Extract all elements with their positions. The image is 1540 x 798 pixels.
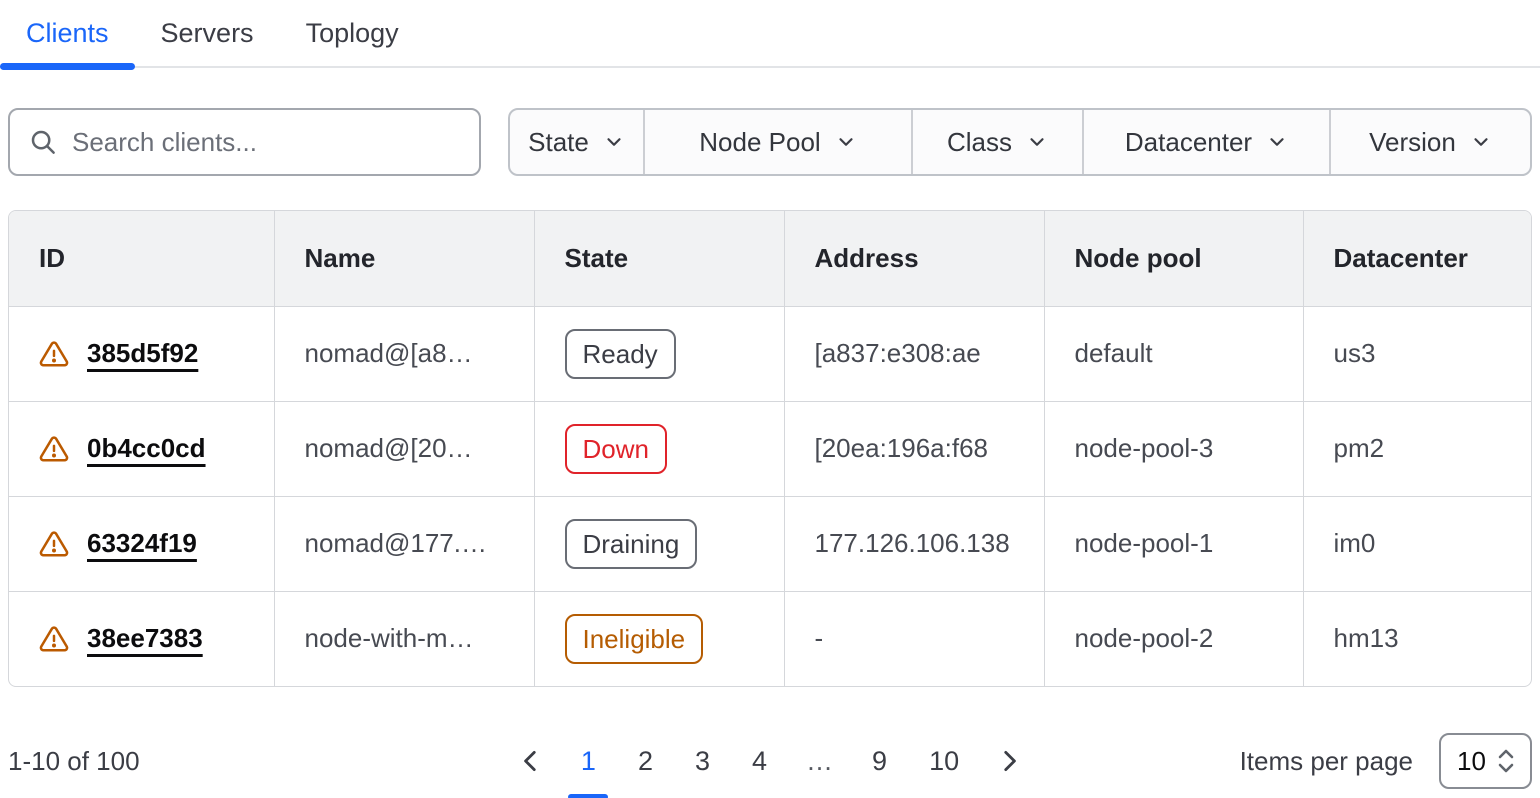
client-node-pool: node-pool-3	[1044, 401, 1304, 496]
state-badge: Down	[564, 423, 667, 474]
client-node-pool: node-pool-1	[1044, 496, 1304, 591]
client-address: 177.126.106.138	[784, 496, 1045, 591]
column-header-id: ID	[9, 211, 275, 307]
tab-clients[interactable]: Clients	[0, 0, 135, 70]
client-name: nomad@[20…	[274, 401, 535, 496]
table-row[interactable]: 38ee7383 node-with-m… Ineligible - node-…	[9, 591, 1531, 686]
items-per-page-label: Items per page	[1239, 745, 1414, 776]
client-id-link[interactable]: 63324f19	[87, 528, 197, 558]
page-button-10[interactable]: 10	[912, 737, 976, 785]
filter-version-label: Version	[1369, 126, 1456, 157]
column-header-address: Address	[784, 211, 1045, 307]
chevron-down-icon	[1474, 138, 1488, 146]
filter-state-label: State	[528, 126, 589, 157]
chevron-down-icon	[839, 138, 853, 146]
state-badge: Ready	[564, 328, 676, 379]
client-address: [20ea:196a:f68	[784, 401, 1045, 496]
items-per-page-value: 10	[1457, 745, 1486, 776]
client-id-link[interactable]: 38ee7383	[87, 623, 203, 654]
alert-triangle-icon	[39, 340, 69, 366]
chevron-down-icon	[1030, 138, 1044, 146]
filter-node-pool-label: Node Pool	[699, 126, 821, 157]
results-range-text: 1-10 of 100	[8, 745, 140, 776]
filter-node-pool-dropdown[interactable]: Node Pool	[645, 110, 913, 174]
column-header-node-pool: Node pool	[1044, 211, 1304, 307]
filter-datacenter-dropdown[interactable]: Datacenter	[1084, 110, 1331, 174]
pagination-bar: 1-10 of 100 1 2 3 4 … 9 10 Items per pag…	[8, 731, 1533, 791]
filter-version-dropdown[interactable]: Version	[1331, 110, 1530, 174]
page-button-1[interactable]: 1	[564, 737, 613, 785]
client-node-pool: default	[1044, 306, 1304, 401]
items-per-page-select[interactable]: 10	[1439, 733, 1533, 789]
state-badge: Ineligible	[564, 613, 704, 664]
filter-group: State Node Pool Class Datacenter Version	[508, 108, 1532, 176]
client-node-pool: node-pool-2	[1044, 591, 1304, 686]
table-row[interactable]: 385d5f92 nomad@[a8… Ready [a837:e308:ae …	[9, 306, 1531, 401]
filter-class-label: Class	[946, 126, 1012, 157]
client-datacenter: pm2	[1333, 433, 1385, 463]
pager: 1 2 3 4 … 9 10	[506, 737, 1034, 785]
search-icon	[31, 130, 55, 154]
alert-triangle-icon	[39, 530, 69, 556]
tab-topology[interactable]: Toplogy	[280, 0, 425, 66]
column-header-datacenter: Datacenter	[1303, 211, 1531, 307]
top-tab-bar: Clients Servers Toplogy	[0, 0, 1540, 70]
filter-state-dropdown[interactable]: State	[510, 110, 645, 174]
chevron-down-icon	[1270, 138, 1284, 146]
chevron-right-icon	[1004, 750, 1016, 772]
search-input[interactable]	[72, 126, 461, 158]
client-address: -	[784, 591, 1045, 686]
client-id-link[interactable]: 385d5f92	[87, 338, 199, 368]
chevron-left-icon	[524, 750, 536, 772]
table-header-row: ID Name State Address Node pool Datacent…	[9, 211, 1531, 307]
prev-page-button[interactable]	[506, 748, 556, 774]
column-header-state: State	[534, 211, 785, 307]
column-header-name: Name	[274, 211, 535, 307]
client-name: node-with-m…	[274, 591, 535, 686]
page-ellipsis: …	[806, 745, 834, 776]
filter-datacenter-label: Datacenter	[1124, 126, 1253, 157]
client-address: [a837:e308:ae	[784, 306, 1045, 401]
page-button-3[interactable]: 3	[678, 737, 727, 785]
items-per-page: Items per page 10	[1034, 733, 1533, 789]
client-datacenter: us3	[1333, 338, 1376, 368]
client-datacenter: im0	[1333, 528, 1376, 558]
page-button-4[interactable]: 4	[735, 737, 784, 785]
client-id-link[interactable]: 0b4cc0cd	[87, 433, 206, 463]
chevron-down-icon	[607, 138, 621, 146]
client-name: nomad@177.…	[274, 496, 535, 591]
page-button-2[interactable]: 2	[621, 737, 670, 785]
state-badge: Draining	[564, 518, 698, 569]
search-box[interactable]	[8, 108, 481, 176]
filter-class-dropdown[interactable]: Class	[913, 110, 1084, 174]
alert-triangle-icon	[39, 435, 69, 461]
alert-triangle-icon	[39, 626, 69, 652]
table-row[interactable]: 0b4cc0cd nomad@[20… Down [20ea:196a:f68 …	[9, 401, 1531, 496]
tab-servers[interactable]: Servers	[135, 0, 280, 66]
clients-table: ID Name State Address Node pool Datacent…	[8, 210, 1532, 687]
page-button-9[interactable]: 9	[855, 737, 904, 785]
stepper-chevrons-icon	[1498, 749, 1514, 773]
client-name: nomad@[a8…	[274, 306, 535, 401]
next-page-button[interactable]	[984, 748, 1034, 774]
client-datacenter: hm13	[1333, 623, 1399, 654]
toolbar: State Node Pool Class Datacenter Version	[8, 108, 1532, 176]
table-row[interactable]: 63324f19 nomad@177.… Draining 177.126.10…	[9, 496, 1531, 591]
